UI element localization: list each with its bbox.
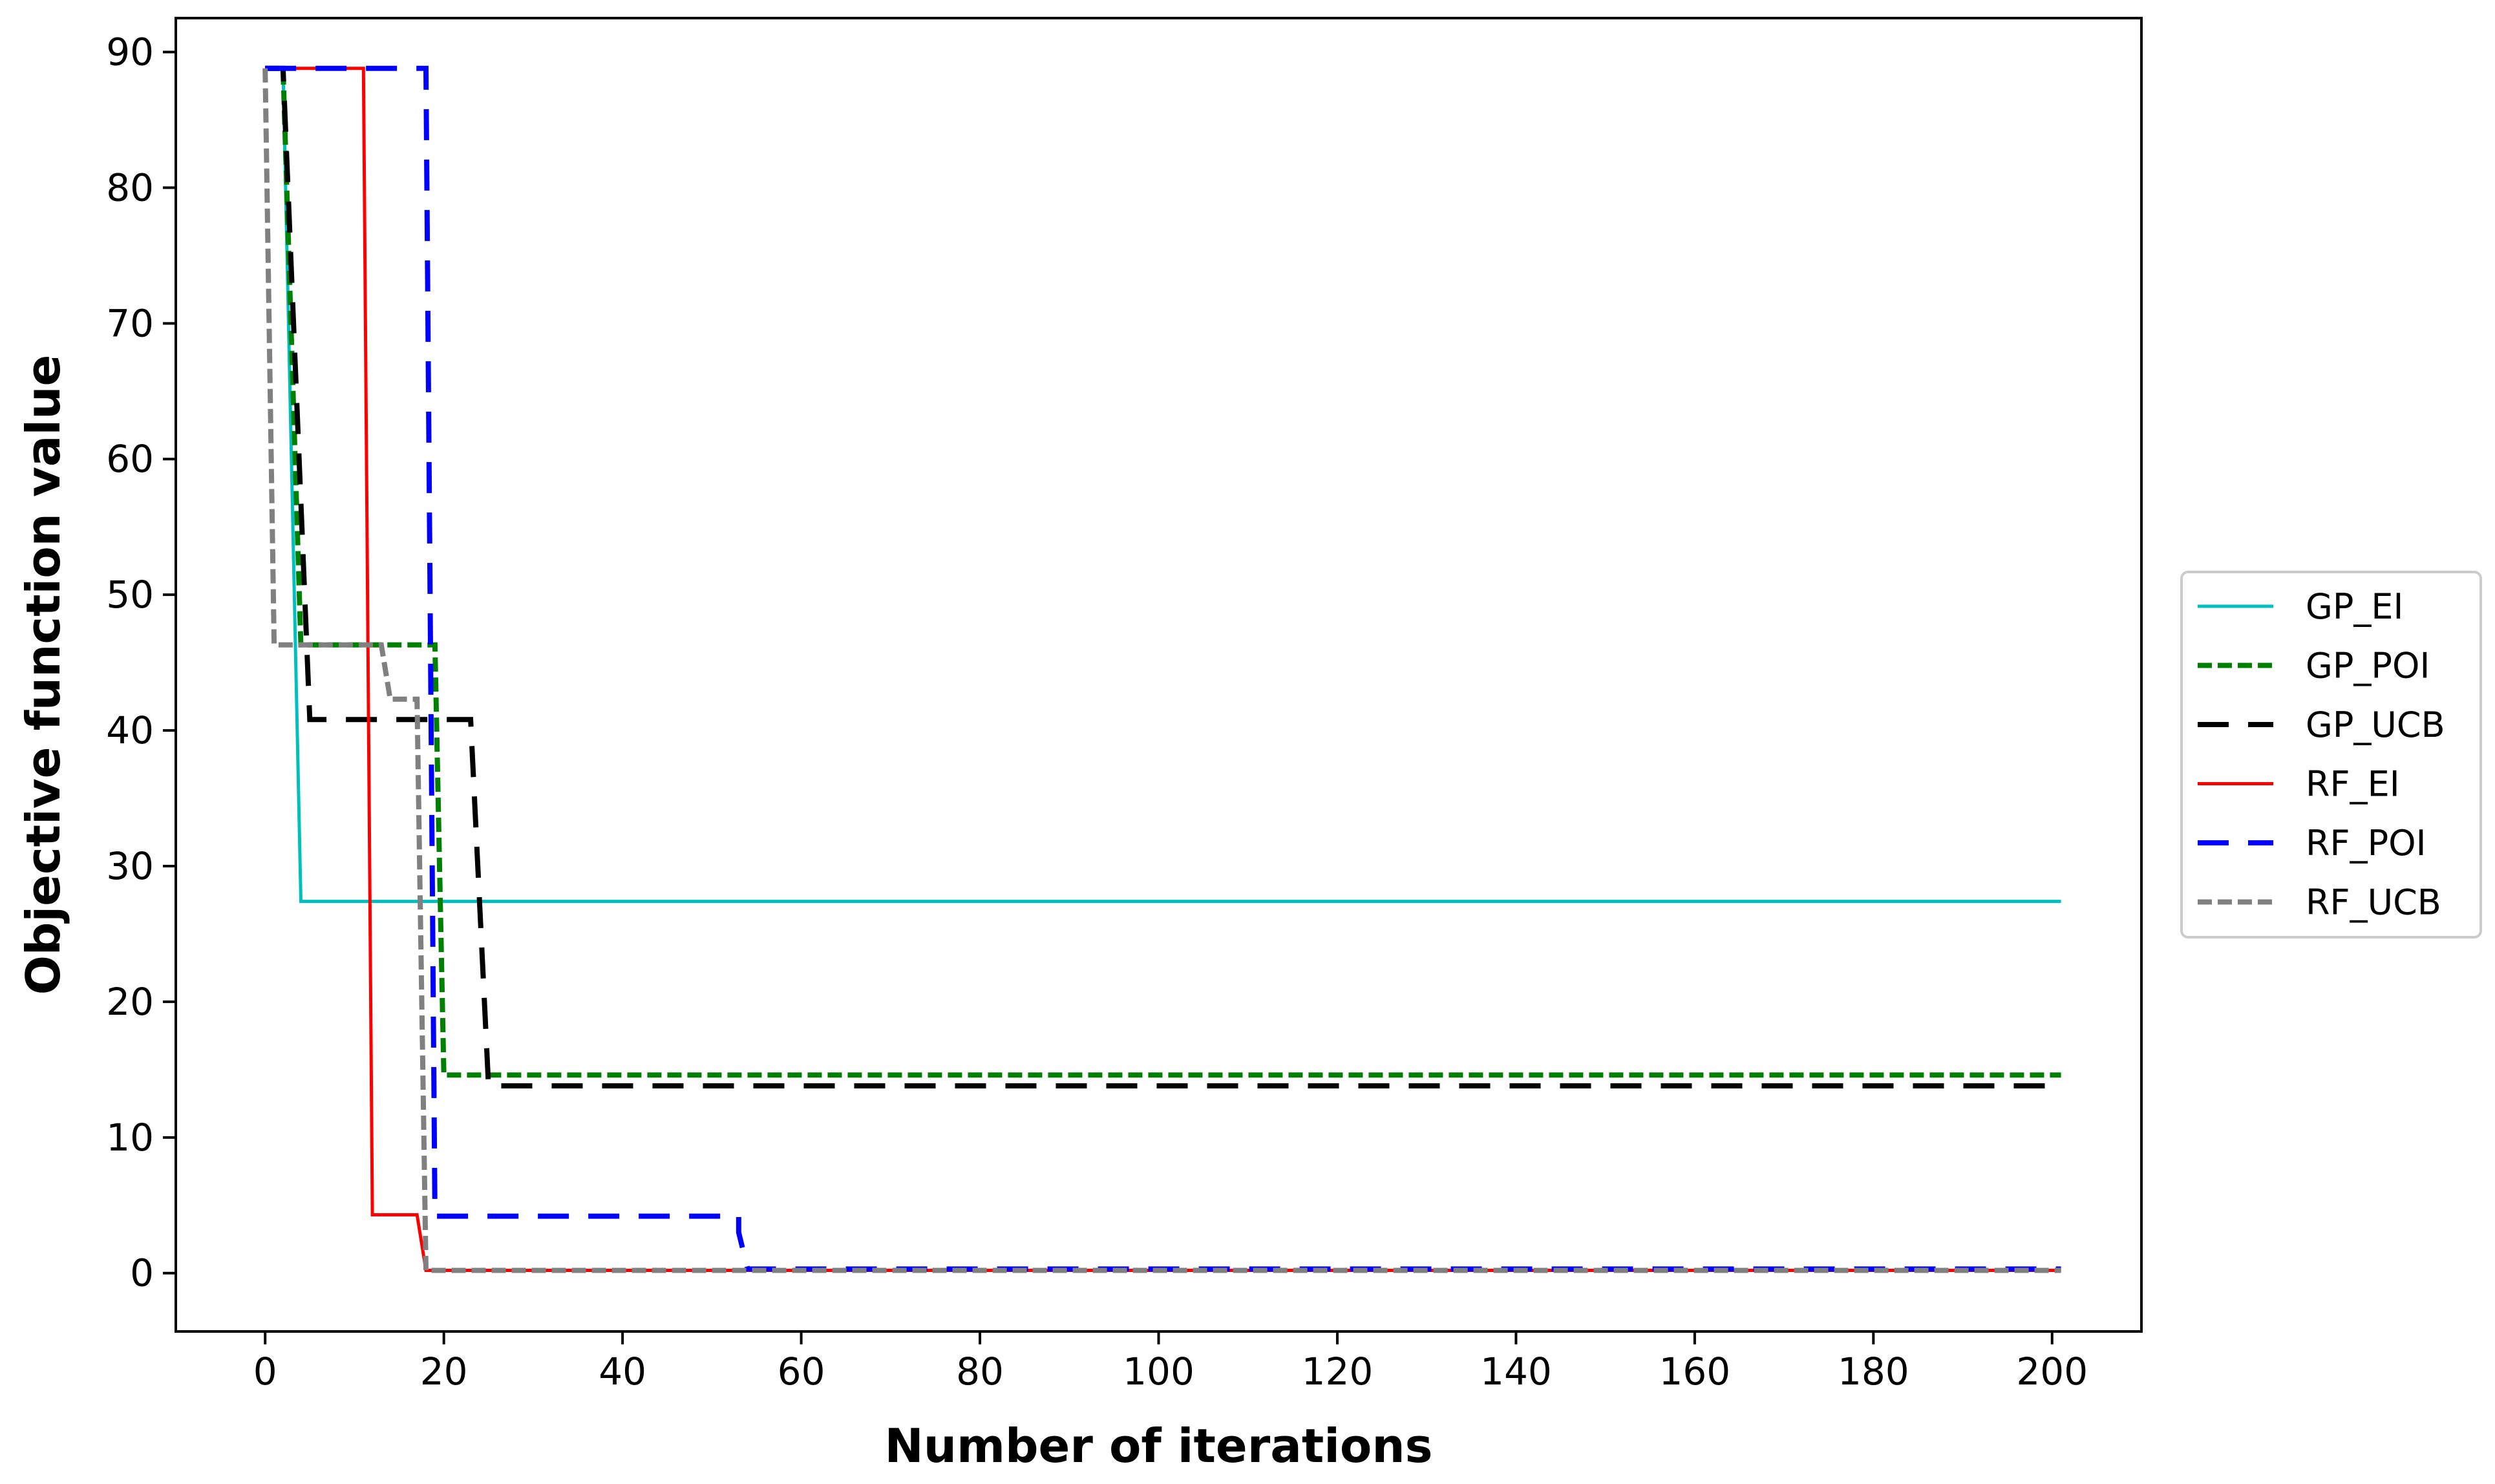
legend-label-rf-ei: RF_EI [2306, 764, 2400, 805]
y-tick-label: 40 [106, 708, 154, 752]
y-tick-label: 70 [106, 301, 154, 345]
series-line-rf-poi [265, 65, 2061, 1272]
x-tick-label: 200 [2016, 1350, 2088, 1394]
y-tick-label: 20 [106, 980, 154, 1024]
y-tick-label: 60 [106, 437, 154, 481]
y-tick-label: 80 [106, 165, 154, 209]
legend-box [2180, 571, 2482, 938]
x-tick-label: 140 [1480, 1350, 1552, 1394]
series-layer [262, 65, 2061, 1273]
x-tick-label: 160 [1659, 1350, 1731, 1394]
x-tick-label: 60 [778, 1350, 825, 1394]
y-tick-label: 30 [106, 844, 154, 888]
x-tick-label: 100 [1123, 1350, 1194, 1394]
y-axis-label: Objective function value [16, 355, 70, 995]
legend: GP_EI GP_POI GP_UCB RF_EI RF_POI RF_UCB [2180, 571, 2482, 938]
legend-label-rf-ucb: RF_UCB [2306, 882, 2441, 923]
legend-label-gp-poi: GP_POI [2306, 646, 2430, 686]
legend-label-rf-poi: RF_POI [2306, 823, 2426, 864]
x-axis-label: Number of iterations [884, 1419, 1432, 1473]
legend-label-gp-ei: GP_EI [2306, 586, 2403, 627]
x-tick-label: 120 [1302, 1350, 1374, 1394]
y-tick-label: 50 [106, 573, 154, 617]
x-tick-label: 180 [1838, 1350, 1909, 1394]
x-tick-label: 0 [253, 1350, 277, 1394]
axes-layer: 0 20 40 60 80 100 120 140 160 180 200 0 10 20 30 40 50 60… [16, 17, 2143, 1473]
y-tick-label: 0 [130, 1251, 154, 1295]
y-tick-label: 90 [106, 30, 154, 74]
y-tick-label: 10 [106, 1116, 154, 1160]
x-tick-label: 40 [599, 1350, 646, 1394]
legend-label-gp-ucb: GP_UCB [2306, 705, 2445, 745]
x-tick-label: 80 [956, 1350, 1004, 1394]
x-tick-label: 20 [420, 1350, 468, 1394]
